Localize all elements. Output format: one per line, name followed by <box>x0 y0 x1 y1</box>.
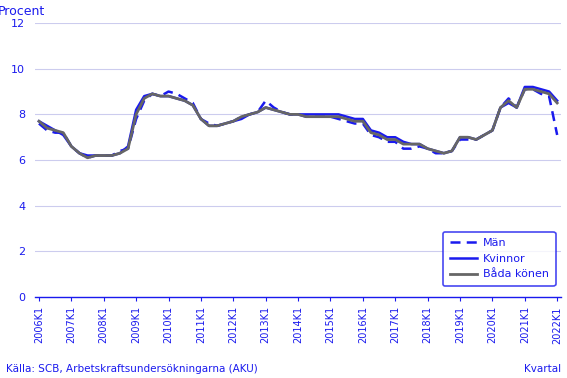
Text: Kvartal: Kvartal <box>524 364 561 374</box>
Kvinnor <box>538 87 544 91</box>
Män <box>84 155 91 160</box>
Män <box>36 121 43 126</box>
Män <box>489 128 496 133</box>
Män <box>263 98 269 103</box>
Män <box>554 133 561 137</box>
Män <box>165 89 172 94</box>
Män <box>311 115 318 119</box>
Kvinnor <box>197 117 204 121</box>
Kvinnor <box>522 85 528 89</box>
Män <box>197 117 204 121</box>
Båda könen <box>263 105 269 110</box>
Kvinnor <box>489 128 496 133</box>
Båda könen <box>165 94 172 98</box>
Båda könen <box>522 87 528 91</box>
Män <box>522 87 528 91</box>
Line: Män: Män <box>39 89 557 158</box>
Kvinnor <box>36 119 43 124</box>
Båda könen <box>489 128 496 133</box>
Kvinnor <box>84 153 91 158</box>
Kvinnor <box>263 105 269 110</box>
Legend: Män, Kvinnor, Båda könen: Män, Kvinnor, Båda könen <box>443 232 556 286</box>
Kvinnor <box>554 98 561 103</box>
Båda könen <box>554 101 561 105</box>
Båda könen <box>538 89 544 94</box>
Line: Kvinnor: Kvinnor <box>39 87 557 155</box>
Båda könen <box>197 117 204 121</box>
Line: Båda könen: Båda könen <box>39 89 557 158</box>
Båda könen <box>36 119 43 124</box>
Kvinnor <box>311 112 318 117</box>
Kvinnor <box>165 94 172 98</box>
Text: Procent: Procent <box>0 5 45 17</box>
Män <box>538 91 544 96</box>
Båda könen <box>84 155 91 160</box>
Text: Källa: SCB, Arbetskraftsundersökningarna (AKU): Källa: SCB, Arbetskraftsundersökningarna… <box>6 364 257 374</box>
Båda könen <box>311 115 318 119</box>
